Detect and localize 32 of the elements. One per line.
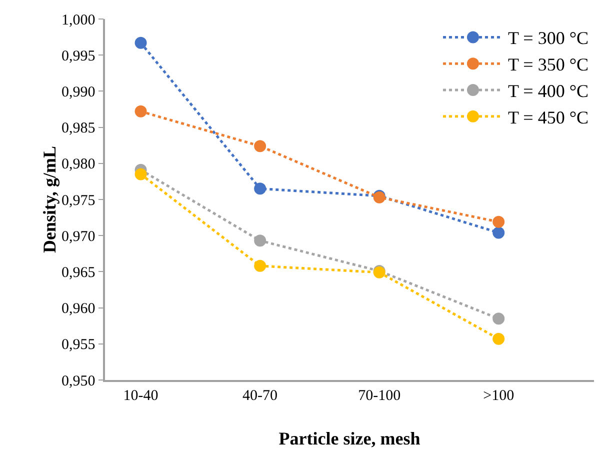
point — [254, 234, 266, 247]
point — [134, 36, 147, 49]
point — [254, 260, 266, 272]
y-tick-label: 0,970 — [62, 228, 96, 245]
point — [492, 332, 505, 345]
y-tick-label: 0,960 — [62, 301, 96, 318]
point — [254, 182, 266, 195]
legend-label: T = 350 °C — [508, 54, 589, 75]
y-tick-label: 0,990 — [62, 84, 96, 100]
y-axis-title: Density, g/mL — [40, 146, 60, 254]
x-tick-label: 40-70 — [242, 388, 278, 404]
y-tick-label: 0,995 — [62, 48, 96, 64]
point — [134, 105, 147, 118]
point — [492, 226, 505, 239]
y-tick-label: 0,965 — [62, 264, 96, 281]
x-tick-label: 70-100 — [358, 388, 401, 404]
y-tick-label: 0,985 — [62, 120, 96, 137]
y-tick-label: 0,950 — [62, 373, 96, 390]
legend-label: T = 450 °C — [508, 107, 589, 128]
x-tick-label: >100 — [483, 388, 514, 404]
y-tick-label: 0,980 — [62, 156, 96, 173]
y-tick-label: 0,955 — [62, 337, 96, 354]
point — [254, 140, 266, 152]
point — [492, 216, 505, 228]
point — [134, 168, 147, 180]
legend-label: T = 300 °C — [508, 28, 589, 48]
legend-label: T = 400 °C — [508, 81, 589, 102]
point — [492, 312, 505, 325]
y-tick-label: 1,000 — [62, 12, 96, 28]
x-tick-label: 10-40 — [123, 388, 158, 404]
x-axis-title: Particle size, mesh — [278, 428, 420, 448]
y-tick-label: 0,975 — [62, 192, 96, 209]
